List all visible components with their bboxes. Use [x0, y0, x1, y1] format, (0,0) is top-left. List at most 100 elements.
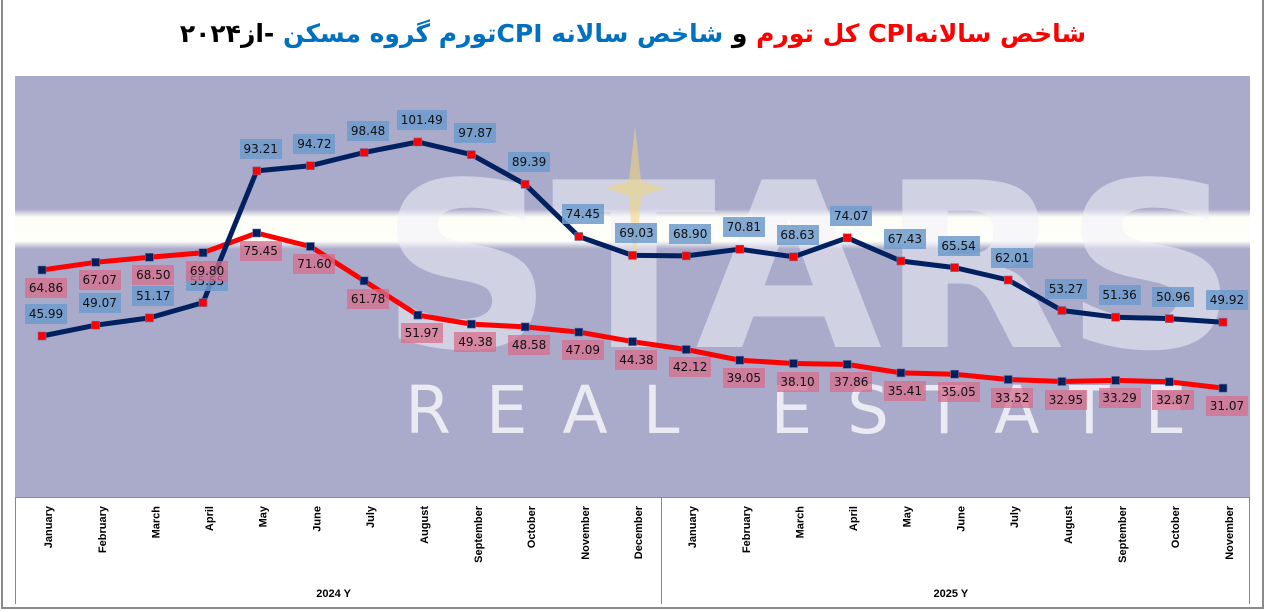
total-data-point-marker: [574, 327, 584, 337]
housing-data-point-marker: [37, 331, 47, 341]
total-data-point-marker: [896, 368, 906, 378]
total-data-label: 47.09: [561, 340, 604, 361]
total-data-label: 31.07: [1205, 396, 1248, 417]
total-data-label: 71.60: [293, 254, 336, 275]
x-axis-month-label: September: [1116, 506, 1129, 563]
total-data-label: 68.50: [132, 265, 175, 286]
housing-data-label: 68.63: [776, 224, 819, 245]
year-divider: [661, 498, 662, 604]
housing-data-point-marker: [1057, 306, 1067, 315]
title-total-cpi: شاخص سالانهCPI کل تورم: [756, 19, 1087, 48]
total-data-label: 51.97: [400, 323, 443, 344]
housing-data-point-marker: [1111, 312, 1120, 322]
title-conjunction: و: [723, 19, 757, 48]
total-data-point-marker: [91, 258, 100, 267]
housing-data-point-marker: [628, 251, 637, 260]
total-data-label: 32.95: [1044, 389, 1087, 410]
housing-data-point-marker: [950, 263, 959, 272]
housing-data-point-marker: [1165, 314, 1174, 323]
total-data-label: 75.45: [239, 241, 282, 261]
x-axis-month-label: July: [365, 506, 378, 529]
total-data-point-marker: [950, 369, 959, 379]
housing-data-point-marker: [735, 244, 745, 254]
housing-data-label: 74.45: [561, 204, 604, 225]
x-axis-month-label: April: [848, 506, 861, 532]
housing-data-label: 49.07: [78, 293, 121, 314]
plot-area: STARS REAL ESTATE 45.9949.0751.1755.5593…: [15, 76, 1250, 497]
x-axis-month-label: July: [1009, 506, 1022, 529]
housing-data-label: 89.39: [508, 152, 551, 173]
housing-data-label: 74.07: [830, 205, 873, 226]
housing-data-label: 50.96: [1152, 286, 1195, 307]
x-axis-year-label: 2025 Y: [933, 588, 969, 600]
x-axis-month-label: March: [150, 506, 163, 539]
x-axis-month-label: February: [740, 506, 753, 554]
housing-data-point-marker: [896, 256, 906, 266]
x-axis-month-label: May: [901, 506, 914, 528]
housing-data-label: 69.03: [615, 223, 658, 244]
x-axis-month-label: April: [204, 506, 217, 532]
total-data-point-marker: [628, 337, 637, 346]
total-data-label: 42.12: [669, 357, 712, 378]
total-data-point-marker: [145, 253, 154, 262]
line-chart: [37, 137, 1228, 393]
total-data-label: 61.78: [347, 288, 390, 309]
housing-data-point-marker: [359, 148, 369, 157]
housing-data-point-marker: [842, 233, 852, 243]
total-data-point-marker: [1003, 375, 1013, 384]
x-axis-month-label: January: [687, 506, 700, 549]
x-axis-month-label: February: [96, 506, 109, 554]
housing-data-point-marker: [413, 137, 423, 147]
housing-data-point-marker: [467, 150, 476, 159]
total-data-point-marker: [735, 355, 745, 365]
housing-data-point-marker: [520, 180, 530, 189]
total-data-label: 44.38: [615, 349, 658, 370]
total-data-point-marker: [789, 359, 798, 368]
x-axis-month-label: May: [257, 506, 270, 528]
housing-data-label: 68.90: [669, 223, 712, 244]
title-date-range: -از۲۰۲۴: [179, 19, 283, 48]
x-axis-month-label: June: [955, 506, 968, 532]
total-data-point-marker: [198, 248, 208, 257]
total-data-label: 33.29: [1098, 388, 1141, 409]
housing-data-label: 51.36: [1098, 285, 1141, 306]
total-data-point-marker: [520, 322, 530, 332]
watermark-star-icon: [605, 126, 665, 276]
total-data-label: 35.05: [937, 382, 980, 403]
housing-data-label: 53.27: [1044, 278, 1087, 299]
total-data-point-marker: [413, 310, 423, 320]
housing-data-point-marker: [1003, 275, 1013, 285]
total-data-point-marker: [1218, 383, 1228, 393]
total-data-point-marker: [842, 360, 852, 369]
x-axis: January February March April May June July Augu…: [15, 497, 1250, 604]
total-data-label: 35.41: [883, 380, 926, 401]
x-axis-month-label: June: [311, 506, 324, 532]
housing-data-point-marker: [91, 320, 100, 330]
total-data-point-marker: [1165, 377, 1174, 387]
x-axis-month-label: December: [633, 506, 646, 560]
x-axis-month-label: October: [526, 506, 539, 549]
housing-data-point-marker: [198, 298, 208, 307]
title-housing-cpi: شاخص سالانه CPIتورم گروه مسکن: [283, 19, 724, 48]
housing-data-label: 97.87: [454, 122, 497, 143]
total-data-label: 49.38: [454, 332, 497, 353]
housing-data-label: 45.99: [25, 303, 67, 324]
housing-data-point-marker: [574, 232, 584, 241]
total-data-point-marker: [359, 276, 369, 286]
housing-data-label: 101.49: [396, 109, 447, 130]
housing-data-label: 93.21: [239, 138, 282, 159]
housing-data-label: 67.43: [883, 229, 926, 250]
x-axis-month-label: September: [472, 506, 485, 563]
total-data-label: 33.52: [991, 387, 1034, 408]
chart-title: شاخص سالانهCPI کل تورم و شاخص سالانه CPI…: [0, 14, 1266, 54]
housing-data-point-marker: [145, 313, 154, 323]
housing-data-point-marker: [306, 161, 315, 170]
x-axis-month-label: November: [1223, 506, 1236, 560]
housing-data-label: 62.01: [991, 247, 1034, 268]
housing-data-label: 98.48: [347, 120, 390, 141]
x-axis-month-label: October: [1170, 506, 1183, 549]
total-data-label: 38.10: [776, 371, 819, 392]
total-data-point-marker: [37, 265, 47, 275]
housing-data-label: 65.54: [937, 235, 980, 256]
housing-data-point-marker: [1218, 317, 1228, 327]
